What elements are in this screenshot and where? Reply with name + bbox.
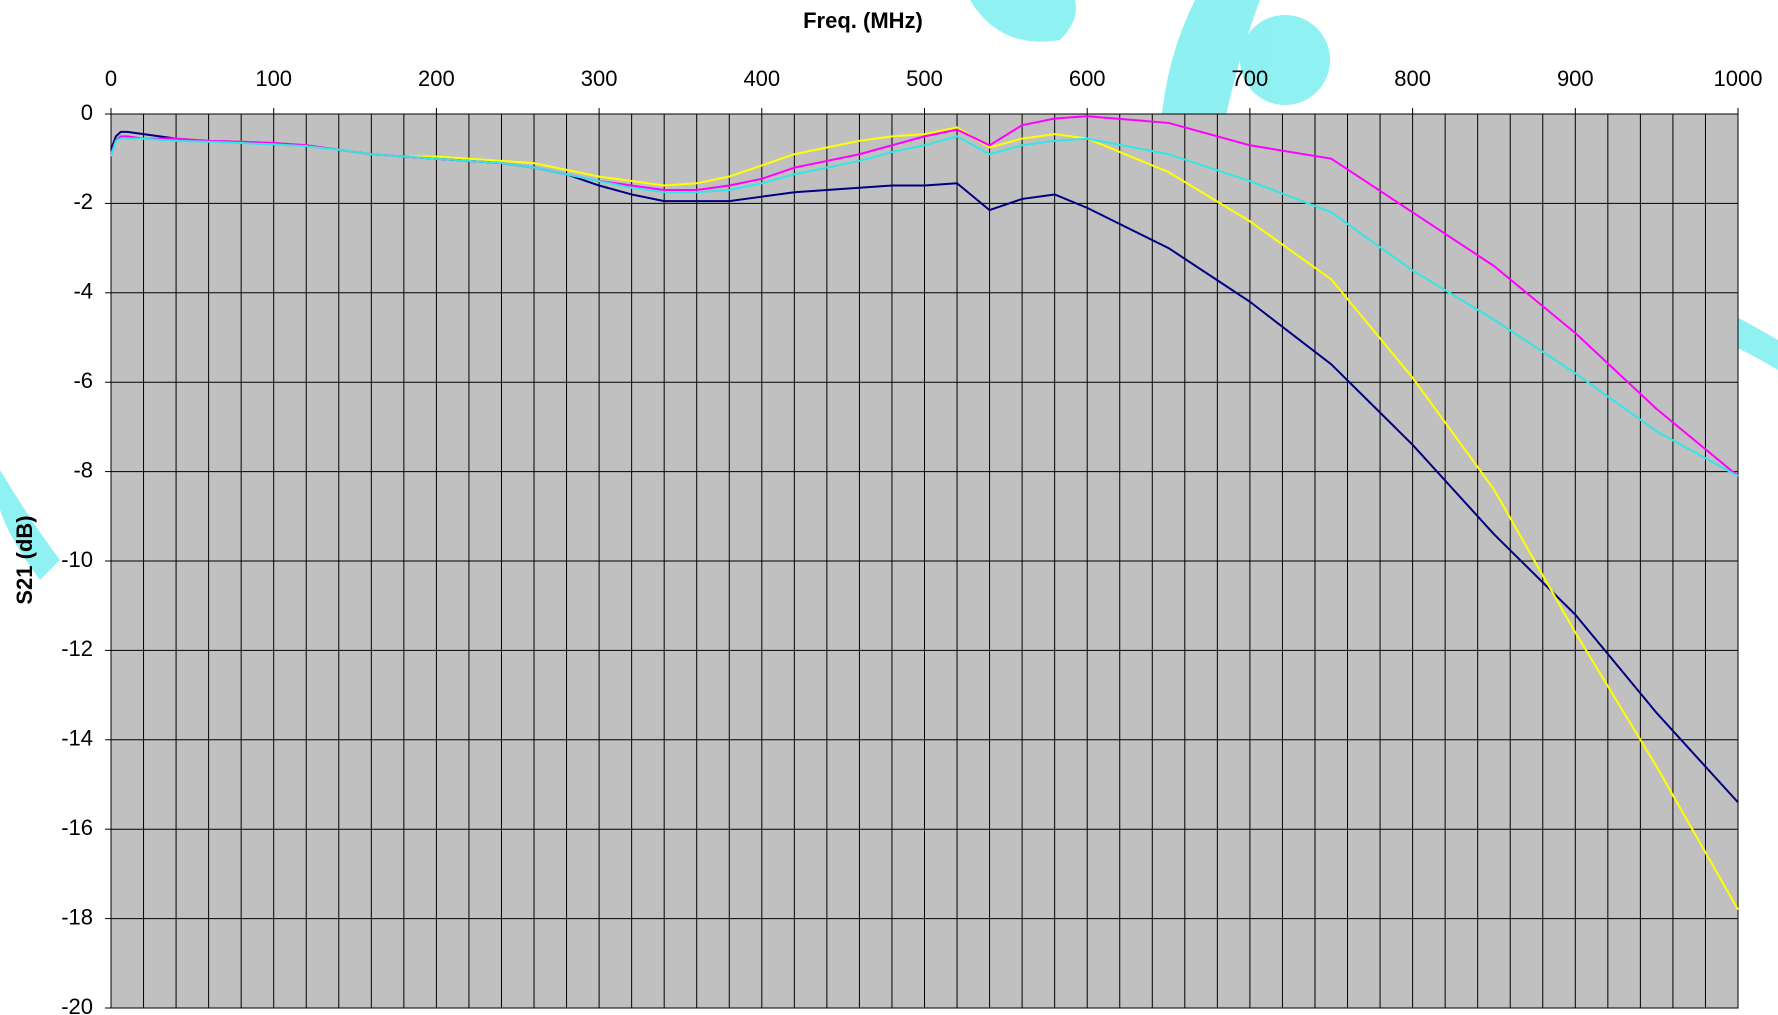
y-tick-label: -12	[61, 636, 93, 661]
y-tick-label: -4	[73, 279, 93, 304]
y-tick-label: -20	[61, 994, 93, 1015]
x-tick-label: 400	[743, 66, 780, 91]
y-tick-label: -8	[73, 457, 93, 482]
x-tick-label: 200	[418, 66, 455, 91]
data-series	[110, 115, 1739, 911]
y-tick-label: -14	[61, 726, 93, 751]
x-tick-label: 600	[1069, 66, 1106, 91]
x-tick-label: 700	[1232, 66, 1269, 91]
series-line-3	[110, 115, 1739, 477]
x-tick-label: 0	[105, 66, 117, 91]
y-tick-label: -18	[61, 904, 93, 929]
x-tick-label: 900	[1557, 66, 1594, 91]
x-tick-label: 800	[1394, 66, 1431, 91]
y-axis-title: S21 (dB)	[12, 515, 37, 604]
x-tick-label: 300	[581, 66, 618, 91]
x-tick-label: 500	[906, 66, 943, 91]
y-tick-label: -2	[73, 189, 93, 214]
y-tick-label: -16	[61, 815, 93, 840]
y-tick-labels: 0 -2 -4 -6 -8 -10 -12 -14 -16 -18 -20	[61, 100, 93, 1015]
series-line-4	[110, 135, 1739, 477]
grid-lines	[105, 108, 1739, 1009]
x-tick-label: 1000	[1714, 66, 1763, 91]
x-axis-title: Freq. (MHz)	[803, 8, 923, 33]
y-tick-label: 0	[81, 100, 93, 125]
x-tick-label: 100	[255, 66, 292, 91]
y-tick-label: -10	[61, 547, 93, 572]
x-tick-labels: 0 100 200 300 400 500 600 700 800 900 1000	[105, 66, 1763, 91]
y-tick-label: -6	[73, 368, 93, 393]
